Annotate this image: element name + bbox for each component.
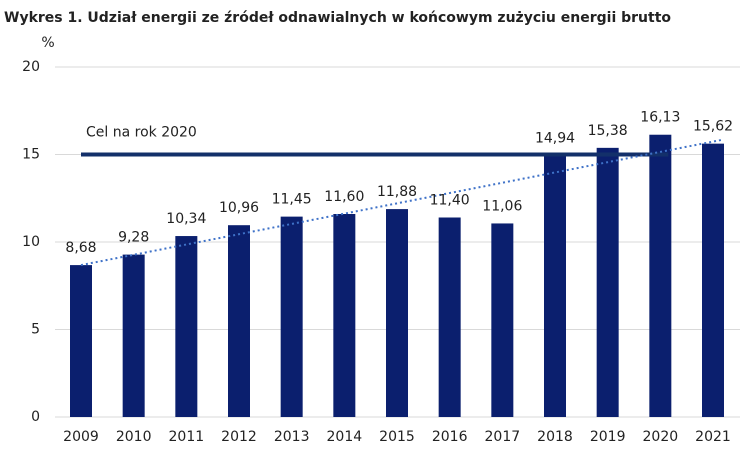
x-tick-label: 2016: [432, 429, 468, 445]
bar: [122, 254, 145, 417]
chart-title: Wykres 1. Udział energii ze źródeł odnaw…: [4, 10, 671, 26]
x-tick-label: 2020: [643, 429, 679, 445]
y-tick-label: 20: [22, 59, 40, 75]
bar: [228, 225, 250, 417]
x-tick-label: 2018: [537, 429, 573, 445]
x-tick-label: 2019: [590, 429, 626, 445]
y-axis-label: %: [41, 35, 54, 51]
x-tick-label: 2013: [274, 429, 310, 445]
value-label: 16,13: [640, 110, 680, 126]
value-label: 11,60: [324, 189, 364, 205]
y-tick-label: 10: [22, 234, 40, 250]
x-tick-label: 2021: [695, 429, 731, 445]
bar: [438, 217, 461, 417]
x-tick-label: 2010: [116, 429, 152, 445]
bar: [175, 236, 198, 417]
bar: [491, 223, 514, 417]
y-tick-label: 0: [31, 409, 40, 425]
value-label: 15,38: [588, 123, 628, 139]
x-tick-label: 2014: [327, 429, 363, 445]
value-label: 14,94: [535, 131, 575, 147]
value-label: 8,68: [65, 240, 96, 256]
value-label: 11,88: [377, 184, 417, 200]
bar: [596, 147, 619, 417]
value-label: 15,62: [693, 119, 733, 135]
value-label: 10,96: [219, 200, 259, 216]
bar: [333, 214, 356, 417]
x-tick-label: 2017: [485, 429, 521, 445]
trend-line: [80, 138, 724, 267]
value-label: 10,34: [166, 211, 206, 227]
bar: [649, 134, 672, 417]
value-label: 11,45: [272, 192, 312, 208]
bar: [70, 265, 92, 417]
value-label: 11,06: [482, 198, 522, 214]
target-label: Cel na rok 2020: [86, 125, 197, 141]
x-tick-label: 2009: [63, 429, 99, 445]
y-tick-label: 5: [31, 322, 40, 338]
bar: [702, 143, 724, 417]
y-tick-label: 15: [22, 147, 40, 163]
x-tick-label: 2011: [169, 429, 205, 445]
value-label: 9,28: [118, 230, 149, 246]
bar: [386, 209, 408, 417]
bar: [544, 155, 566, 418]
x-tick-label: 2015: [379, 429, 415, 445]
bar: [280, 216, 303, 417]
x-tick-label: 2012: [221, 429, 257, 445]
value-label: 11,40: [430, 193, 470, 209]
